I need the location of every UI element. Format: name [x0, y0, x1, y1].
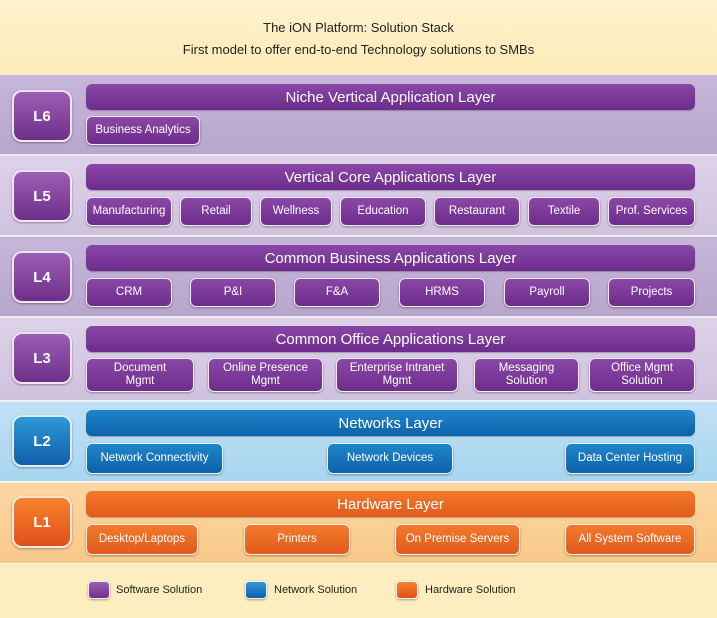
l3-item-messaging-solution: Messaging Solution	[474, 358, 579, 392]
l4-item-projects: Projects	[608, 278, 695, 307]
l5-item-retail: Retail	[180, 197, 252, 226]
l2-item-network-devices: Network Devices	[327, 443, 453, 474]
legend-hardware-swatch	[396, 581, 418, 599]
l1-item-on-premise-servers: On Premise Servers	[395, 524, 520, 555]
layer-l1-badge: L1	[12, 496, 72, 548]
l1-item-printers: Printers	[244, 524, 350, 555]
l5-item-wellness: Wellness	[260, 197, 332, 226]
layer-l3-title: Common Office Applications Layer	[86, 326, 695, 352]
diagram-title: The iON Platform: Solution Stack	[263, 20, 454, 35]
diagram-subtitle: First model to offer end-to-end Technolo…	[182, 42, 535, 57]
l4-item-hrms: HRMS	[399, 278, 485, 307]
l2-item-data-center-hosting: Data Center Hosting	[565, 443, 695, 474]
layer-l1-title: Hardware Layer	[86, 491, 695, 517]
l4-item-payroll: Payroll	[504, 278, 590, 307]
l1-item-all-system-software: All System Software	[565, 524, 695, 555]
l6-item-business-analytics: Business Analytics	[86, 116, 200, 145]
layer-l2-badge: L2	[12, 415, 72, 467]
l3-item-online-presence-mgmt: Online Presence Mgmt	[208, 358, 323, 392]
layer-l6-badge: L6	[12, 90, 72, 142]
l5-item-textile: Textile	[528, 197, 600, 226]
legend-network-label: Network Solution	[274, 584, 358, 596]
layer-l4-title: Common Business Applications Layer	[86, 245, 695, 271]
l4-item-f-and-a: F&A	[294, 278, 380, 307]
l3-item-document-mgmt: Document Mgmt	[86, 358, 194, 392]
l5-item-restaurant: Restaurant	[434, 197, 520, 226]
layer-l5-badge: L5	[12, 170, 72, 222]
l4-item-p-and-i: P&I	[190, 278, 276, 307]
l5-item-education: Education	[340, 197, 426, 226]
layer-l5-title: Vertical Core Applications Layer	[86, 164, 695, 190]
l5-item-manufacturing: Manufacturing	[86, 197, 172, 226]
l3-item-office-mgmt-solution: Office Mgmt Solution	[589, 358, 695, 392]
l2-item-network-connectivity: Network Connectivity	[86, 443, 223, 474]
legend-hardware-label: Hardware Solution	[425, 584, 516, 596]
legend-software-swatch	[88, 581, 110, 599]
l4-item-crm: CRM	[86, 278, 172, 307]
layer-l6-title: Niche Vertical Application Layer	[86, 84, 695, 110]
diagram-header: The iON Platform: Solution Stack First m…	[0, 0, 717, 74]
layer-l3-badge: L3	[12, 332, 72, 384]
l3-item-enterprise-intranet-mgmt: Enterprise Intranet Mgmt	[336, 358, 458, 392]
l5-item-prof-services: Prof. Services	[608, 197, 695, 226]
legend-network-swatch	[245, 581, 267, 599]
layer-l4-badge: L4	[12, 251, 72, 303]
l1-item-desktop-laptops: Desktop/Laptops	[86, 524, 198, 555]
layer-l2-title: Networks Layer	[86, 410, 695, 436]
legend-software-label: Software Solution	[116, 584, 203, 596]
